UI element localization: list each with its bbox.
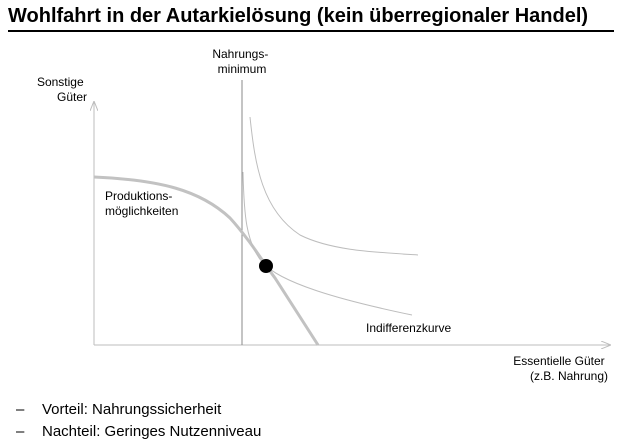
indifference-curve-lower xyxy=(242,171,413,316)
indifference-curve-label: Indifferenzkurve xyxy=(366,321,451,335)
food-minimum-label: Nahrungs- minimum xyxy=(212,47,271,76)
indifference-curve-upper xyxy=(249,116,419,256)
bullet-disadvantage: – Nachteil: Geringes Nutzenniveau xyxy=(16,421,261,443)
page-title: Wohlfahrt in der Autarkielösung (kein üb… xyxy=(8,5,589,27)
autarky-optimum-point xyxy=(259,259,273,273)
bullet-text: Nachteil: Geringes Nutzenniveau xyxy=(42,423,262,440)
bullet-dash: – xyxy=(16,401,25,418)
title-underline xyxy=(8,30,614,32)
production-possibilities-label: Produktions- möglichkeiten xyxy=(105,189,178,218)
bullet-advantage: – Vorteil: Nahrungssicherheit xyxy=(16,399,261,421)
bullet-list: – Vorteil: Nahrungssicherheit – Nachteil: … xyxy=(16,399,261,443)
x-axis-label: Essentielle Güter (z.B. Nahrung) xyxy=(513,354,608,383)
bullet-dash: – xyxy=(16,423,25,440)
bullet-text: Vorteil: Nahrungssicherheit xyxy=(42,401,222,418)
y-axis-label: Sonstige Güter xyxy=(37,75,87,104)
